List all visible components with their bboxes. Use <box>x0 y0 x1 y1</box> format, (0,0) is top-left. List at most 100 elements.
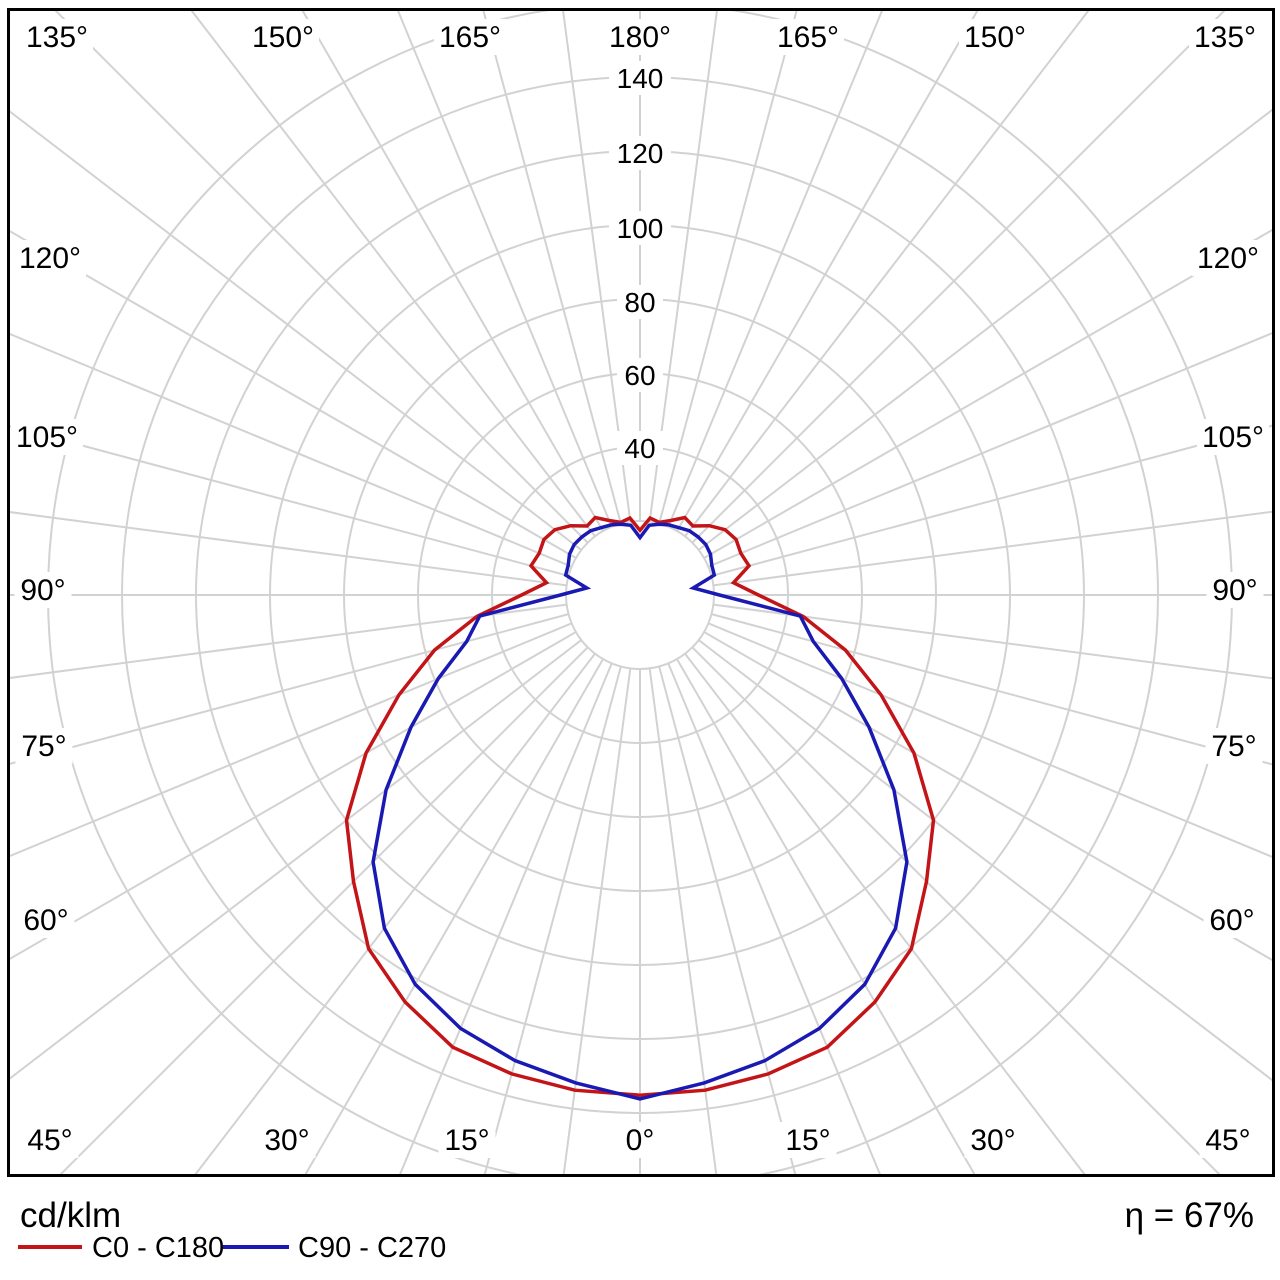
grid-radial-line <box>398 662 613 1175</box>
angle-label: 0° <box>626 1124 655 1157</box>
angle-label-bg <box>604 19 676 55</box>
angle-label: 105° <box>16 421 78 454</box>
angle-label-bg <box>1197 419 1269 455</box>
angle-label: 15° <box>444 1124 489 1157</box>
angle-label: 75° <box>1211 730 1256 763</box>
radial-label-bg <box>609 211 671 245</box>
legend: C0 - C180 C90 - C270 <box>18 1232 446 1264</box>
grid-radial-line <box>684 653 1087 1175</box>
grid-radial-line <box>676 11 979 532</box>
curve-c90-c270 <box>371 522 909 1101</box>
radial-label-bg <box>617 431 663 465</box>
angle-label: 90° <box>1212 574 1257 607</box>
grid-radial-line <box>10 332 573 568</box>
angle-label-bg <box>1205 728 1263 764</box>
angle-label: 120° <box>19 242 81 275</box>
angle-label-bg <box>959 19 1031 55</box>
grid-radial-line <box>691 11 1226 544</box>
angle-label: 180° <box>609 21 671 54</box>
grid-radial-line <box>707 332 1272 568</box>
radial-label-bg <box>617 358 663 392</box>
radial-label-bg <box>609 136 671 170</box>
grid-radial-line <box>190 11 596 537</box>
grid-radial-line <box>703 228 1272 559</box>
angle-label-bg <box>258 1122 316 1158</box>
grid-radial-line <box>691 646 1222 1175</box>
radial-tick-label: 100 <box>617 213 664 244</box>
angle-label: 105° <box>1202 421 1264 454</box>
angle-label: 150° <box>252 21 314 54</box>
angle-label: 45° <box>1205 1124 1250 1157</box>
grid-radial-line <box>10 631 577 960</box>
angle-label: 75° <box>21 730 66 763</box>
grid-radial-line <box>397 11 613 528</box>
grid-radial-line <box>562 668 632 1175</box>
grid-radial-line <box>703 631 1272 962</box>
grid-radial-line <box>10 603 567 679</box>
angle-label: 150° <box>964 21 1026 54</box>
grid-radial-line <box>58 646 589 1175</box>
grid-radial-line <box>711 424 1272 577</box>
intensity-curves <box>344 515 936 1101</box>
angle-label-bg <box>438 1122 496 1158</box>
angle-label-bg <box>14 240 86 276</box>
angle-label-bg <box>1192 240 1264 276</box>
radial-label-bg <box>617 285 663 319</box>
angle-label: 165° <box>439 21 501 54</box>
efficiency-label: η = 67% <box>1125 1196 1254 1235</box>
angle-label-bg <box>14 572 72 608</box>
angle-label: 60° <box>23 904 68 937</box>
grid-radial-line <box>562 11 632 522</box>
grid-radial-line <box>698 108 1272 551</box>
grid-radial-line <box>10 511 567 587</box>
legend-label-c90-c270: C90 - C270 <box>298 1232 446 1264</box>
legend-label-c0-c180: C0 - C180 <box>92 1232 224 1264</box>
angle-label: 135° <box>26 21 88 54</box>
radial-tick-label: 140 <box>617 63 664 94</box>
radial-tick-label: 40 <box>624 433 655 464</box>
grid-radial-line <box>193 653 596 1175</box>
grid-radial-line <box>10 622 573 858</box>
grid-radial-line <box>667 662 882 1175</box>
angle-label: 30° <box>264 1124 309 1157</box>
angle-label-bg <box>772 19 844 55</box>
angle-label-bg <box>1203 902 1261 938</box>
angle-label: 15° <box>785 1124 830 1157</box>
angle-label-bg <box>779 1122 837 1158</box>
grid-radial-line <box>482 11 622 524</box>
angle-label-bg <box>11 419 83 455</box>
grid-radial-line <box>483 666 622 1175</box>
angle-label-bg <box>1206 572 1264 608</box>
curve-c0-c180 <box>344 515 936 1097</box>
angle-label: 45° <box>27 1124 72 1157</box>
radial-tick-label: 80 <box>624 287 655 318</box>
grid-radial-line <box>658 11 798 524</box>
grid-radial-line <box>713 603 1272 680</box>
units-label: cd/klm <box>20 1196 121 1235</box>
angle-label-bg <box>15 728 73 764</box>
angle-label-bg <box>434 19 506 55</box>
plot-border <box>7 8 1275 1177</box>
radial-label-bg <box>609 61 671 95</box>
grid-radial-line <box>707 622 1272 858</box>
grid-radial-line <box>303 658 604 1175</box>
angle-label: 165° <box>777 21 839 54</box>
angle-label: 30° <box>970 1124 1015 1157</box>
angle-label-ring: 135° 150° 165° 180° 165° 150° 135° 120° 120° 105°… <box>11 19 1269 1158</box>
angle-label-bg <box>247 19 319 55</box>
grid-radial-line <box>10 639 582 1080</box>
grid-radial-line <box>648 668 718 1175</box>
grid-radial-line <box>698 639 1272 1082</box>
angle-label-bg <box>21 1122 79 1158</box>
grid-radial-line <box>10 230 577 559</box>
radial-tick-label: 60 <box>624 360 655 391</box>
grid-radial-line <box>658 666 797 1175</box>
angle-label: 120° <box>1197 242 1259 275</box>
angle-label: 135° <box>1194 21 1256 54</box>
angle-label-bg <box>17 902 75 938</box>
grid-radial-line <box>648 11 718 522</box>
grid-radial-line <box>667 11 883 528</box>
grid-radial-line <box>10 425 569 577</box>
